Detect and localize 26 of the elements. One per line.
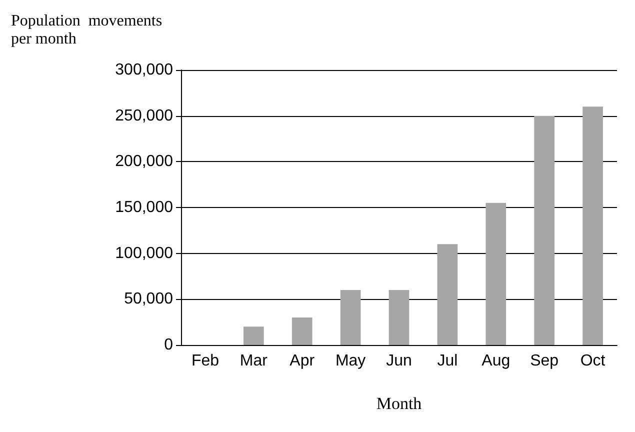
x-tick-label: Jul bbox=[437, 352, 458, 370]
x-tick-label: Aug bbox=[482, 352, 510, 370]
bar bbox=[292, 318, 312, 345]
x-tick-label: Apr bbox=[290, 352, 316, 370]
x-tick-label: Oct bbox=[580, 352, 606, 370]
y-tick-label: 100,000 bbox=[115, 244, 174, 262]
bar bbox=[437, 244, 458, 345]
x-tick-label: May bbox=[335, 352, 366, 370]
bar bbox=[243, 326, 264, 345]
y-tick-label: 300,000 bbox=[115, 62, 174, 78]
bar bbox=[582, 106, 603, 345]
bar bbox=[534, 116, 555, 345]
x-axis-title: Month bbox=[376, 394, 422, 413]
x-tick-label: Mar bbox=[240, 352, 268, 370]
x-tick-label: Feb bbox=[191, 352, 220, 370]
bar bbox=[388, 290, 410, 345]
x-tick-label: Jun bbox=[386, 352, 412, 370]
bar bbox=[340, 290, 361, 345]
y-axis-title: Population movements per month bbox=[11, 12, 162, 48]
y-tick-label: 250,000 bbox=[115, 107, 174, 124]
y-tick-label: 150,000 bbox=[115, 199, 174, 216]
x-tick-label: Sep bbox=[530, 352, 559, 370]
y-tick-label: 50,000 bbox=[124, 290, 174, 308]
y-tick-label: 0 bbox=[164, 336, 174, 354]
bar bbox=[486, 202, 506, 345]
y-tick-label: 200,000 bbox=[115, 153, 174, 170]
